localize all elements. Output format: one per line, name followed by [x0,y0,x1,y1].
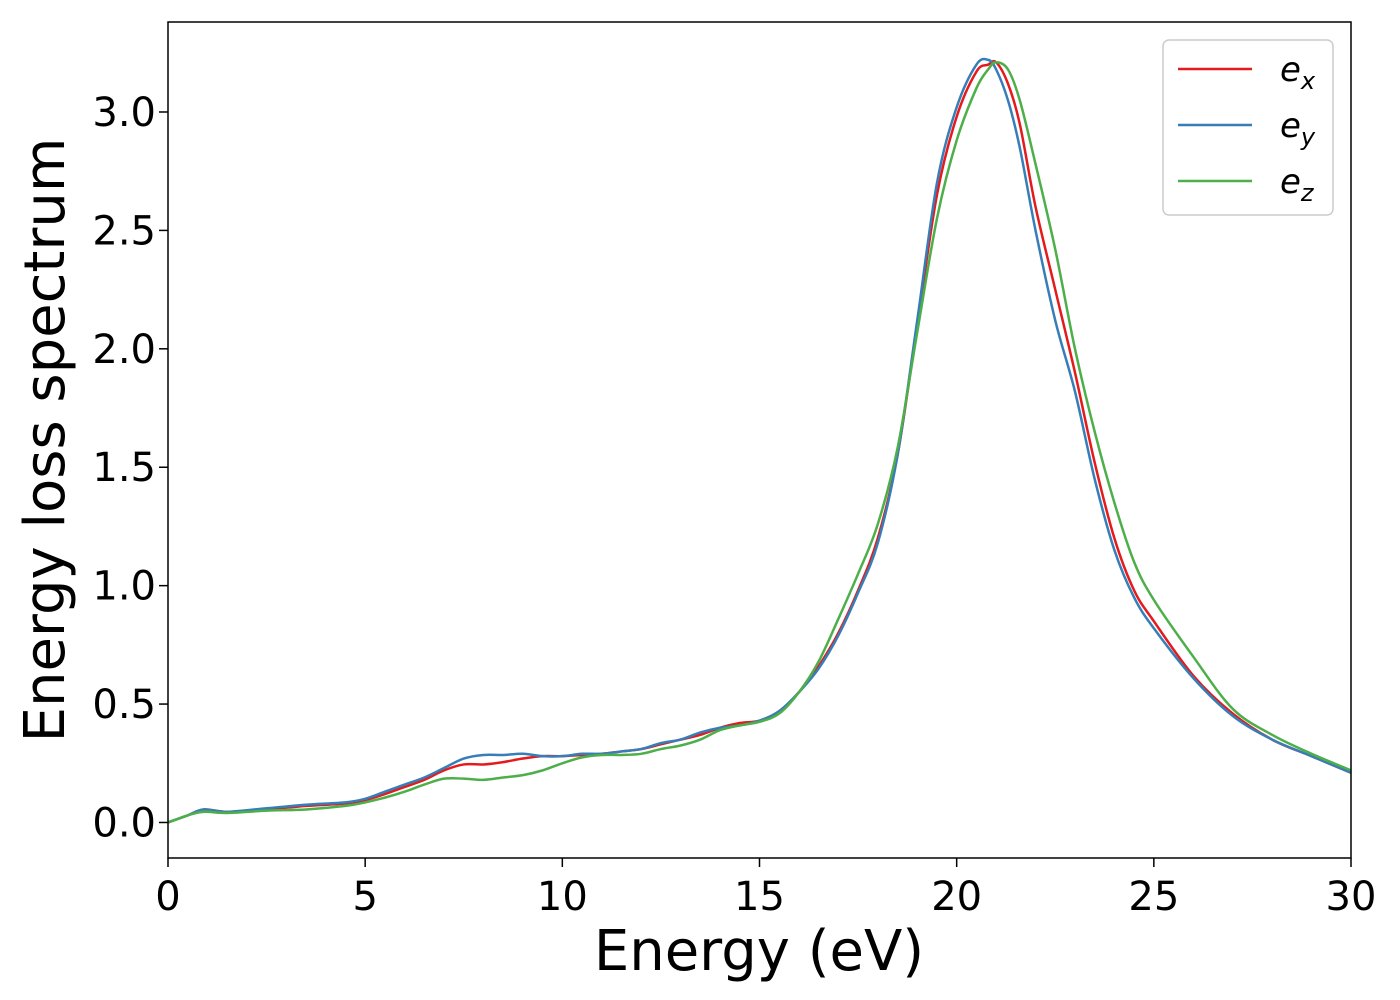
y-axis: 0.0 0.5 1.0 1.5 2.0 2.5 3.0 [92,90,168,846]
x-tick-label: 20 [931,874,982,920]
y-tick-label: 1.0 [92,564,156,610]
y-tick-label: 2.0 [92,327,156,373]
legend-box [1162,39,1334,216]
x-tick-label: 15 [734,874,785,920]
legend: ex ey ez [1162,39,1334,216]
legend-label-ez: ez [1280,162,1315,207]
x-tick-label: 5 [352,874,377,920]
y-tick-label: 0.5 [92,682,156,728]
series-line-ey [167,57,1352,824]
y-tick-label: 1.5 [92,445,156,491]
y-tick-label: 0.0 [92,800,156,846]
y-tick-label: 2.5 [92,208,156,254]
y-axis-label: Energy loss spectrum [13,138,78,743]
x-tick-label: 30 [1326,874,1377,920]
legend-label-ey: ey [1280,106,1316,151]
x-tick-label: 0 [155,874,180,920]
series-layer [167,57,1352,824]
x-tick-label: 10 [537,874,588,920]
series-line-ez [167,61,1352,824]
x-axis: 0 5 10 15 20 25 30 [155,858,1376,920]
y-tick-label: 3.0 [92,90,156,136]
legend-label-ex: ex [1280,50,1316,95]
x-tick-label: 25 [1128,874,1179,920]
x-axis-label: Energy (eV) [594,919,924,984]
